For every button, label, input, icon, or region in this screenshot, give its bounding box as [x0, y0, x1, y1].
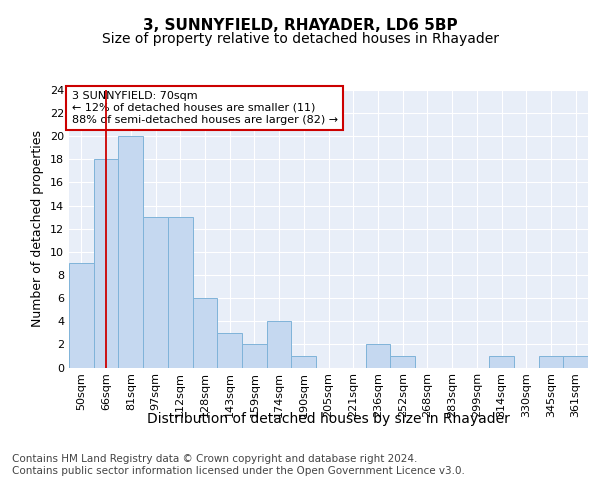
Bar: [69, 264, 94, 368]
Text: 3 SUNNYFIELD: 70sqm
← 12% of detached houses are smaller (11)
88% of semi-detach: 3 SUNNYFIELD: 70sqm ← 12% of detached ho…: [71, 92, 338, 124]
Bar: [563, 356, 588, 368]
Y-axis label: Number of detached properties: Number of detached properties: [31, 130, 44, 327]
Bar: [217, 333, 242, 368]
Bar: [118, 136, 143, 368]
Bar: [365, 344, 390, 368]
Bar: [242, 344, 267, 368]
Text: Size of property relative to detached houses in Rhayader: Size of property relative to detached ho…: [101, 32, 499, 46]
Bar: [539, 356, 563, 368]
Text: Contains public sector information licensed under the Open Government Licence v3: Contains public sector information licen…: [12, 466, 465, 476]
Bar: [390, 356, 415, 368]
Text: 3, SUNNYFIELD, RHAYADER, LD6 5BP: 3, SUNNYFIELD, RHAYADER, LD6 5BP: [143, 18, 457, 32]
Bar: [489, 356, 514, 368]
Bar: [143, 217, 168, 368]
Text: Contains HM Land Registry data © Crown copyright and database right 2024.: Contains HM Land Registry data © Crown c…: [12, 454, 418, 464]
Bar: [267, 322, 292, 368]
Text: Distribution of detached houses by size in Rhayader: Distribution of detached houses by size …: [148, 412, 510, 426]
Bar: [168, 217, 193, 368]
Bar: [292, 356, 316, 368]
Bar: [94, 160, 118, 368]
Bar: [193, 298, 217, 368]
